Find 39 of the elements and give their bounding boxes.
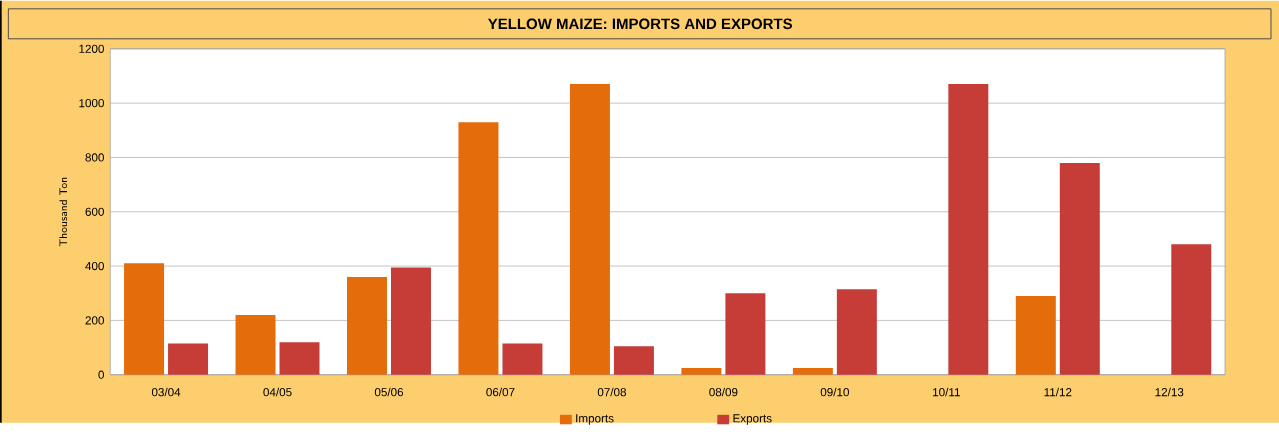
y-tick-label: 1200 <box>79 44 104 54</box>
bar <box>1015 296 1056 375</box>
bar <box>235 315 276 375</box>
x-tick-label: 12/13 <box>1155 387 1184 397</box>
y-tick-label: 400 <box>85 262 104 271</box>
bar <box>725 293 766 375</box>
bar <box>168 343 209 375</box>
bar <box>836 289 877 375</box>
x-tick-label: 08/09 <box>709 387 738 397</box>
x-tick-label: 11/12 <box>1044 387 1072 397</box>
x-tick-label: 03/04 <box>151 387 181 397</box>
y-tick-label: 600 <box>85 207 104 217</box>
x-tick-label: 09/10 <box>820 387 850 397</box>
y-tick-label: 0 <box>98 370 104 380</box>
bar <box>390 267 431 375</box>
y-tick-label: 1000 <box>79 99 104 108</box>
bar <box>458 122 499 375</box>
x-tick-label: 06/07 <box>486 387 515 397</box>
bar <box>948 84 989 375</box>
y-axis-title: Thousand Ton <box>59 178 68 247</box>
bar <box>569 84 610 375</box>
x-tick-label: 07/08 <box>597 387 627 397</box>
x-tick-label: 10/11 <box>933 387 960 397</box>
bar <box>792 368 833 375</box>
y-tick-label: 800 <box>85 153 104 162</box>
legend-label: Exports <box>733 414 772 426</box>
bar <box>502 343 543 375</box>
bar <box>124 263 165 375</box>
bar <box>613 346 654 375</box>
x-tick-label: 04/05 <box>263 387 292 397</box>
bar <box>1059 163 1100 375</box>
bar <box>681 368 722 375</box>
x-tick-label: 05/06 <box>374 387 404 397</box>
y-tick-label: 200 <box>85 316 104 325</box>
chart-title: YELLOW MAIZE: IMPORTS AND EXPORTS <box>487 18 793 30</box>
legend-label: Imports <box>576 414 614 426</box>
bar <box>279 342 320 375</box>
bar <box>347 277 387 375</box>
bar <box>1171 244 1212 375</box>
